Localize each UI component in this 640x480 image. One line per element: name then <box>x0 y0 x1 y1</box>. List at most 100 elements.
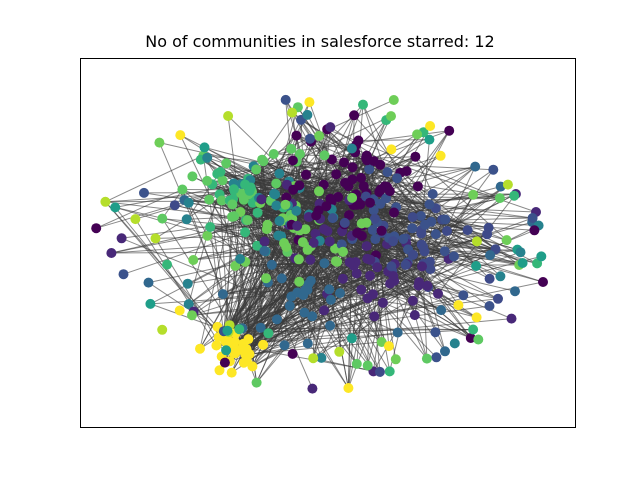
graph-node <box>331 169 342 180</box>
graph-node <box>351 268 362 279</box>
graph-node <box>204 194 215 205</box>
graph-node <box>334 346 345 357</box>
graph-edge <box>210 226 294 229</box>
graph-edge <box>191 281 300 316</box>
graph-node <box>247 361 258 372</box>
graph-node <box>344 257 355 268</box>
graph-node <box>383 341 394 352</box>
graph-node <box>340 177 351 188</box>
graph-node <box>316 352 327 363</box>
graph-node <box>493 293 503 304</box>
graph-edge <box>199 198 234 349</box>
graph-node <box>344 210 354 221</box>
graph-node <box>271 178 282 189</box>
graph-node <box>392 327 403 338</box>
graph-edge <box>222 261 408 333</box>
graph-node <box>327 213 338 224</box>
graph-node <box>174 305 185 316</box>
graph-node <box>301 169 311 180</box>
graph-node <box>389 207 399 218</box>
graph-node <box>157 213 168 224</box>
graph-edge <box>134 218 217 346</box>
graph-node <box>271 200 282 211</box>
graph-node <box>202 175 213 186</box>
graph-node <box>276 273 287 284</box>
graph-edge <box>236 254 491 350</box>
graph-node <box>286 143 297 154</box>
graph-node <box>442 226 452 236</box>
graph-node <box>263 328 274 339</box>
graph-node <box>252 207 263 218</box>
graph-node <box>372 262 383 273</box>
graph-node <box>304 97 315 108</box>
graph-node <box>325 193 336 204</box>
graph-edge <box>380 189 428 359</box>
graph-node <box>274 168 285 179</box>
graph-node <box>484 301 495 311</box>
graph-node <box>501 235 512 246</box>
graph-edge <box>188 250 266 305</box>
graph-node <box>440 346 450 357</box>
graph-node <box>262 219 273 230</box>
graph-edge <box>191 297 368 316</box>
graph-node <box>281 242 292 252</box>
graph-node <box>382 167 393 178</box>
graph-node <box>439 246 450 257</box>
graph-edge <box>362 104 422 217</box>
graph-node <box>234 324 245 335</box>
chart-title: No of communities in salesforce starred:… <box>145 32 495 51</box>
graph-node <box>314 186 324 197</box>
graph-node <box>256 194 267 205</box>
graph-node <box>448 251 459 262</box>
graph-edge <box>208 199 269 283</box>
graph-node <box>307 311 318 322</box>
graph-node <box>408 249 418 260</box>
graph-node <box>274 216 285 226</box>
graph-node <box>338 246 348 257</box>
graph-node <box>322 226 333 237</box>
graph-edge <box>233 189 331 326</box>
graph-node <box>431 352 442 363</box>
graph-edge <box>372 302 384 372</box>
graph-node <box>238 194 249 205</box>
graph-node <box>187 171 198 182</box>
graph-edge <box>245 219 312 282</box>
graph-edge <box>115 206 265 252</box>
graph-node <box>506 313 517 324</box>
graph-node <box>308 237 319 248</box>
graph-node <box>287 348 298 359</box>
graph-node <box>536 251 547 262</box>
graph-node <box>370 234 381 245</box>
graph-node <box>425 121 436 131</box>
graph-node <box>356 284 367 295</box>
graph-node <box>273 230 284 241</box>
graph-node <box>468 324 479 335</box>
graph-node <box>110 202 121 213</box>
graph-node <box>365 197 375 208</box>
graph-node <box>427 189 438 199</box>
graph-edge <box>384 185 538 264</box>
graph-node <box>325 122 336 133</box>
graph-node <box>319 150 330 161</box>
graph-node <box>453 300 464 311</box>
graph-node <box>187 310 197 321</box>
graph-node <box>217 289 228 300</box>
graph-node <box>251 164 262 175</box>
graph-node <box>471 236 482 247</box>
graph-node <box>352 228 363 238</box>
graph-node <box>228 184 239 195</box>
graph-node <box>183 299 194 310</box>
graph-node <box>297 237 308 248</box>
graph-node <box>407 223 418 234</box>
graph-node <box>258 339 269 350</box>
graph-node <box>195 343 205 354</box>
graph-node <box>291 205 302 216</box>
graph-node <box>308 353 319 364</box>
graph-node <box>349 110 360 121</box>
graph-edge <box>393 280 477 318</box>
graph-node <box>217 175 228 186</box>
graph-edge <box>249 332 398 355</box>
graph-node <box>494 193 505 204</box>
graph-node <box>177 184 188 195</box>
